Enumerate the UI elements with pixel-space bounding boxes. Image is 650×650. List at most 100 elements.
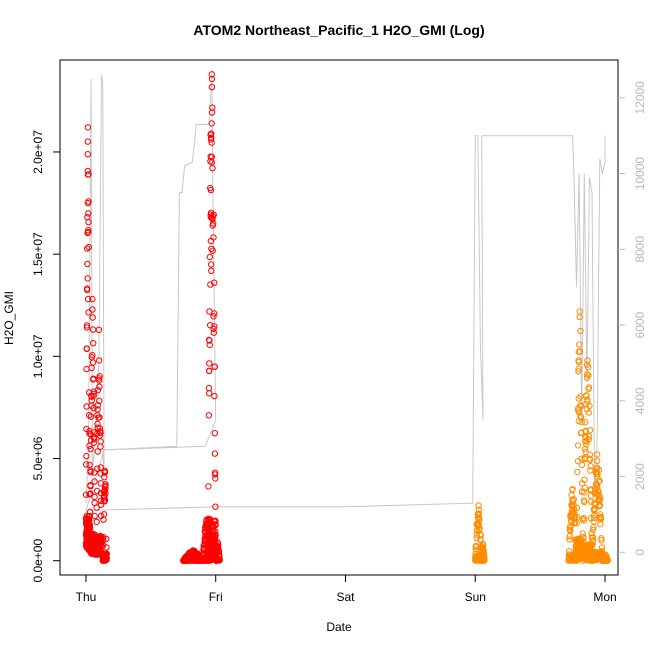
data-point xyxy=(101,494,108,501)
data-point xyxy=(85,309,92,316)
data-point xyxy=(212,518,219,525)
data-point xyxy=(575,409,583,416)
data-point xyxy=(576,348,584,355)
data-point xyxy=(100,542,107,549)
x-tick-label: Sat xyxy=(336,590,355,604)
data-point xyxy=(588,530,595,537)
data-point xyxy=(479,541,487,548)
data-point xyxy=(586,402,593,410)
data-point xyxy=(209,104,216,111)
data-point xyxy=(84,167,92,175)
data-point xyxy=(84,151,92,158)
data-point xyxy=(573,504,581,511)
data-point xyxy=(209,215,216,223)
data-point xyxy=(206,253,214,261)
data-point xyxy=(86,521,93,528)
data-point xyxy=(589,534,597,541)
data-point xyxy=(85,198,92,205)
data-point xyxy=(589,541,596,548)
data-point xyxy=(103,535,110,543)
data-point xyxy=(216,556,223,563)
data-point xyxy=(212,528,219,535)
data-point xyxy=(94,465,101,472)
data-point xyxy=(83,322,91,329)
data-point xyxy=(585,409,592,416)
x-tick-label: Mon xyxy=(593,590,616,604)
data-point xyxy=(86,525,94,532)
data-point xyxy=(566,532,573,540)
data-point xyxy=(87,413,95,420)
data-point xyxy=(83,324,91,331)
data-point xyxy=(216,553,223,560)
data-point xyxy=(589,537,597,544)
data-point xyxy=(583,441,590,448)
data-point xyxy=(102,490,109,497)
data-point xyxy=(594,484,601,491)
data-point xyxy=(211,323,218,330)
data-point xyxy=(576,313,583,321)
data-point xyxy=(210,329,218,336)
data-point xyxy=(585,384,593,391)
data-point xyxy=(101,497,109,504)
data-point xyxy=(586,451,594,458)
y-left-tick-label: 1.5e+07 xyxy=(31,232,45,276)
data-point xyxy=(590,514,598,522)
data-point xyxy=(83,365,90,373)
data-point xyxy=(207,186,215,194)
data-point xyxy=(89,295,96,303)
data-point xyxy=(90,404,97,412)
data-point xyxy=(208,83,216,91)
data-point xyxy=(210,220,217,227)
data-point xyxy=(84,275,91,282)
data-point xyxy=(584,357,591,364)
data-point xyxy=(86,523,94,530)
data-point xyxy=(94,406,101,413)
data-point xyxy=(580,515,587,522)
data-point xyxy=(97,497,105,504)
data-point xyxy=(87,482,94,490)
y-left-tick-label: 2.0e+07 xyxy=(31,130,45,174)
data-point xyxy=(82,491,90,498)
data-point xyxy=(85,171,92,178)
data-point xyxy=(211,450,219,457)
data-point xyxy=(206,367,213,374)
data-point xyxy=(574,468,581,476)
data-point xyxy=(585,364,592,371)
data-point xyxy=(207,261,215,268)
data-point xyxy=(91,478,98,485)
data-point xyxy=(574,442,582,449)
data-point xyxy=(581,445,589,453)
data-point xyxy=(604,557,611,564)
data-point xyxy=(90,392,97,400)
data-point xyxy=(86,508,94,515)
data-point xyxy=(86,430,93,437)
data-point xyxy=(208,120,215,127)
data-point xyxy=(581,498,588,506)
data-point xyxy=(85,218,92,226)
data-point xyxy=(96,383,103,390)
data-point xyxy=(206,341,214,349)
altitude-series-line xyxy=(85,71,606,512)
data-point xyxy=(210,313,217,320)
data-point xyxy=(212,521,219,529)
y-left-tick-label: 5.0e+06 xyxy=(31,436,45,480)
data-point xyxy=(579,515,586,523)
data-point xyxy=(212,503,219,510)
y-axis-left: 0.0e+00 5.0e+06 1.0e+07 1.5e+07 2.0e+07 xyxy=(31,130,60,583)
data-point xyxy=(84,138,92,145)
data-point xyxy=(205,412,213,419)
data-point xyxy=(91,512,98,520)
data-point xyxy=(576,308,583,315)
data-point xyxy=(477,532,484,539)
data-point xyxy=(597,493,604,501)
data-point xyxy=(85,210,92,217)
data-point xyxy=(582,437,589,445)
data-point xyxy=(595,466,603,474)
data-point xyxy=(582,448,589,456)
data-point xyxy=(585,372,592,379)
data-point xyxy=(208,139,215,146)
data-point xyxy=(94,402,102,409)
data-point xyxy=(83,285,91,292)
data-point xyxy=(577,327,584,335)
